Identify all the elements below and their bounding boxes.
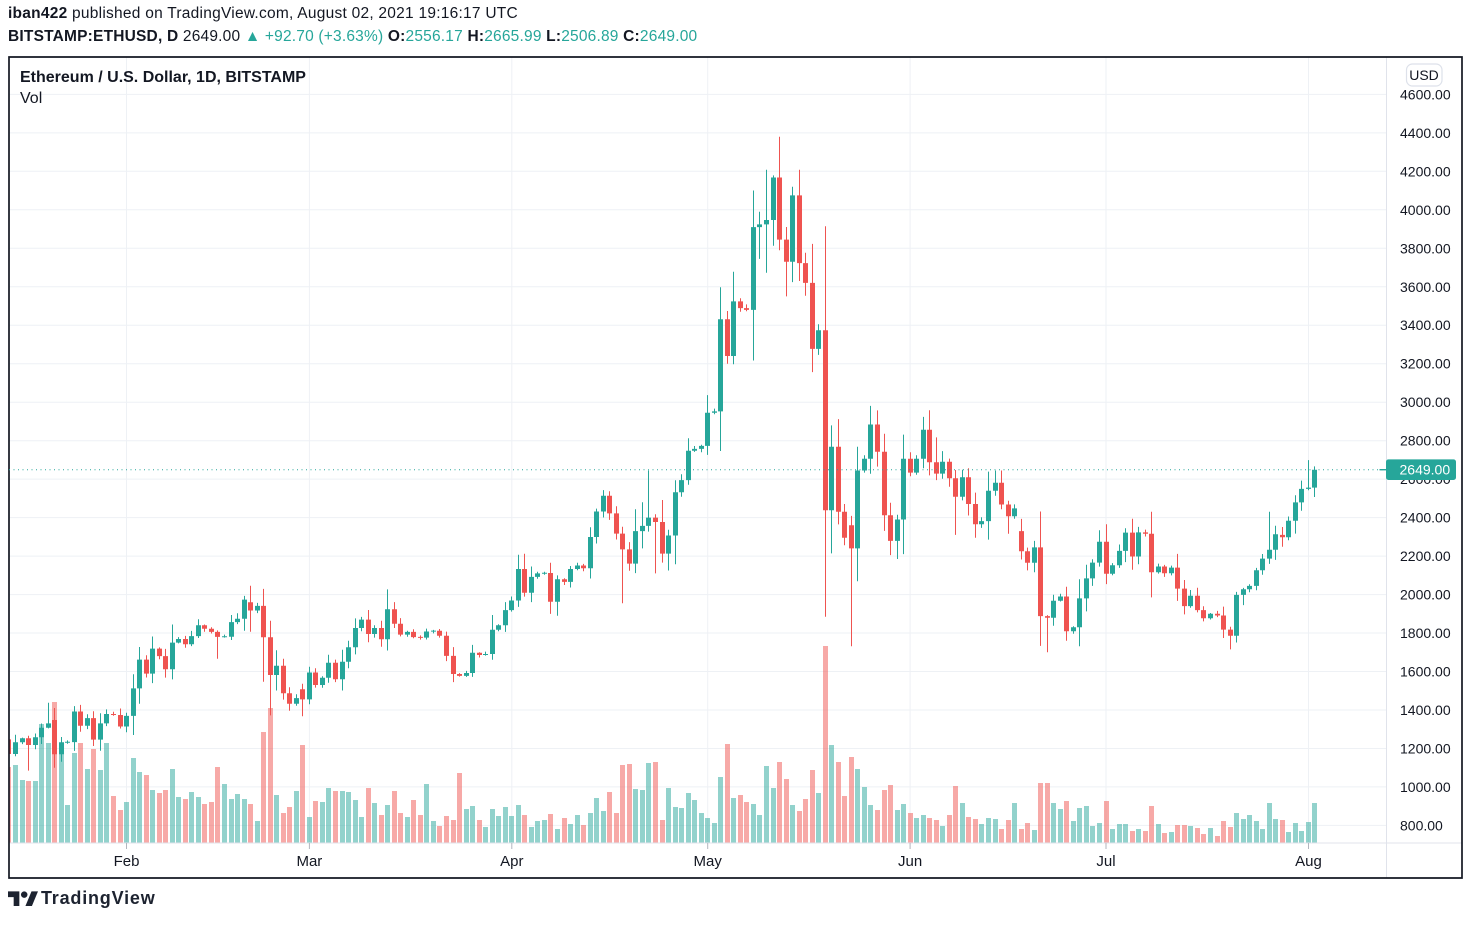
svg-text:Jul: Jul: [1096, 853, 1115, 870]
svg-text:2200.00: 2200.00: [1400, 548, 1451, 564]
svg-text:Aug: Aug: [1295, 853, 1322, 870]
svg-text:4000.00: 4000.00: [1400, 202, 1451, 218]
svg-text:3600.00: 3600.00: [1400, 279, 1451, 295]
svg-text:Mar: Mar: [296, 853, 322, 870]
svg-text:1400.00: 1400.00: [1400, 702, 1451, 718]
svg-text:1600.00: 1600.00: [1400, 664, 1451, 680]
svg-text:Vol: Vol: [20, 90, 42, 107]
svg-text:2800.00: 2800.00: [1400, 433, 1451, 449]
svg-text:3800.00: 3800.00: [1400, 240, 1451, 256]
svg-text:Jun: Jun: [898, 853, 922, 870]
svg-text:May: May: [694, 853, 723, 870]
svg-text:1800.00: 1800.00: [1400, 625, 1451, 641]
svg-text:3200.00: 3200.00: [1400, 356, 1451, 372]
svg-text:2400.00: 2400.00: [1400, 510, 1451, 526]
svg-text:4600.00: 4600.00: [1400, 86, 1451, 102]
svg-text:3400.00: 3400.00: [1400, 317, 1451, 333]
svg-text:2649.00: 2649.00: [1400, 462, 1451, 478]
svg-text:4200.00: 4200.00: [1400, 163, 1451, 179]
svg-text:1000.00: 1000.00: [1400, 779, 1451, 795]
svg-text:800.00: 800.00: [1400, 817, 1443, 833]
svg-text:4400.00: 4400.00: [1400, 125, 1451, 141]
svg-text:Feb: Feb: [114, 853, 140, 870]
svg-text:1200.00: 1200.00: [1400, 741, 1451, 757]
svg-text:USD: USD: [1409, 67, 1439, 83]
svg-text:Ethereum / U.S. Dollar, 1D, BI: Ethereum / U.S. Dollar, 1D, BITSTAMP: [20, 69, 306, 86]
svg-text:Apr: Apr: [500, 853, 523, 870]
svg-text:2000.00: 2000.00: [1400, 587, 1451, 603]
svg-text:3000.00: 3000.00: [1400, 394, 1451, 410]
